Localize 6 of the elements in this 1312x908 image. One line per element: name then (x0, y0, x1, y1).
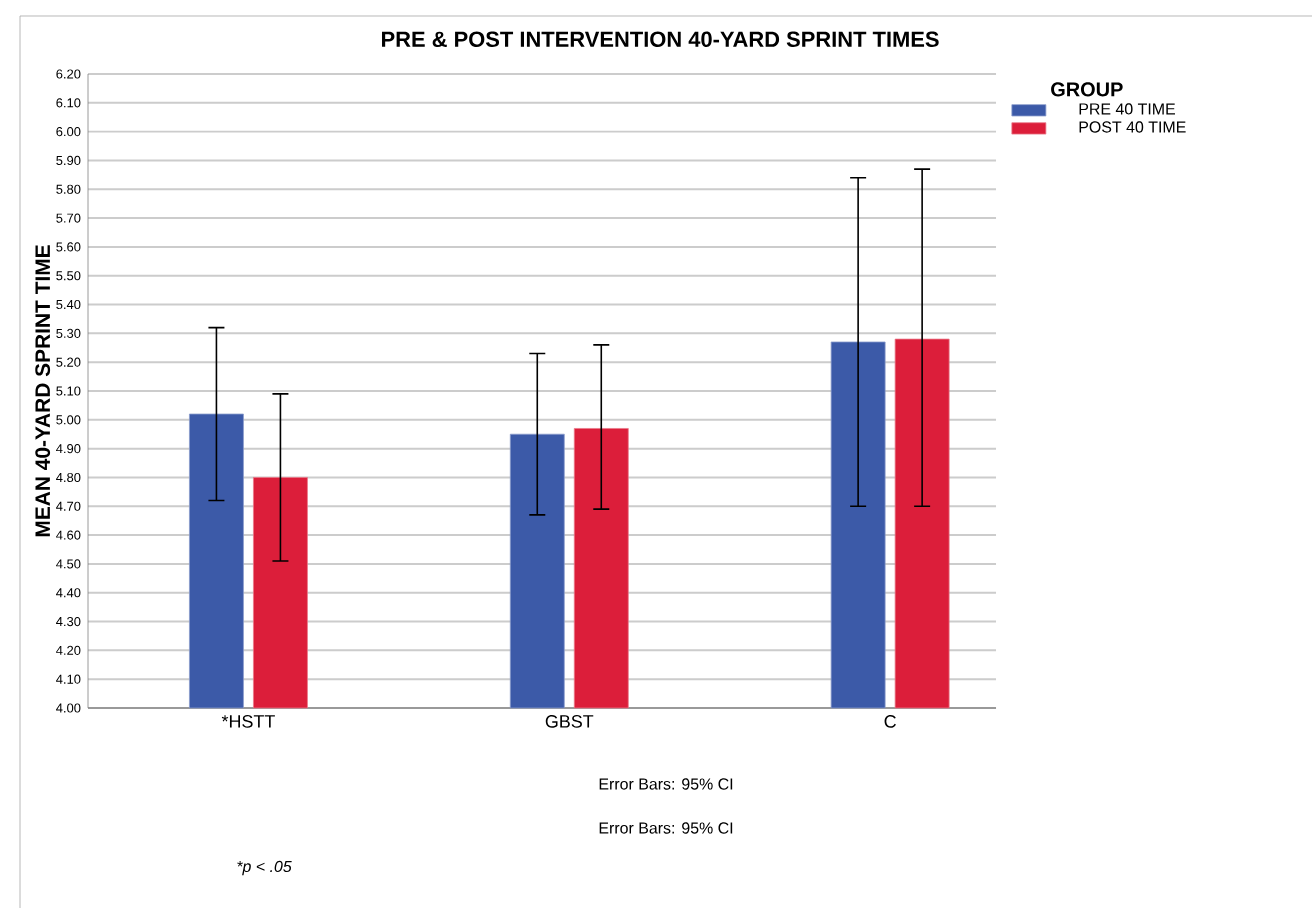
chart-title: PRE & POST INTERVENTION 40-YARD SPRINT TIMES (382, 31, 939, 47)
x-tick-label: GBST (545, 715, 594, 728)
legend-title: GROUP (1051, 82, 1123, 97)
x-tick-label: *HSTT (221, 715, 275, 728)
y-axis-title: MEAN 40-YARD SPRINT TIME (35, 245, 51, 537)
x-tick-label: C (884, 715, 896, 728)
